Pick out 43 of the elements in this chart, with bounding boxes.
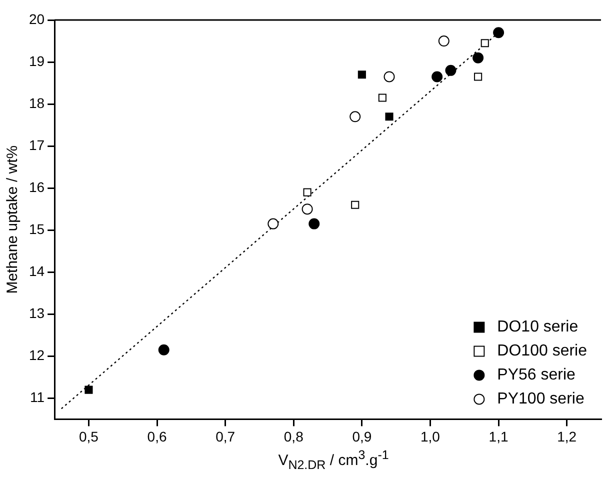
- point: [308, 218, 320, 230]
- point: [351, 200, 360, 209]
- point: [302, 204, 313, 215]
- point: [438, 36, 450, 47]
- x-tick-label: 1,2: [557, 428, 577, 444]
- point: [480, 39, 489, 48]
- y-tick-label: 20: [28, 10, 45, 27]
- x-tick-label: 0,8: [284, 428, 304, 444]
- point: [432, 71, 443, 82]
- y-tick-label: 17: [28, 136, 45, 153]
- point: [378, 94, 386, 102]
- point: [358, 70, 366, 79]
- point: [385, 112, 394, 121]
- point: [472, 52, 484, 64]
- x-tick-label: 1,0: [420, 428, 440, 444]
- y-tick-label: 19: [28, 52, 45, 69]
- x-tick-label: 0,7: [216, 428, 236, 444]
- point: [350, 111, 361, 122]
- point: [84, 386, 93, 394]
- x-tick-label: 0,6: [147, 428, 167, 444]
- point: [303, 188, 312, 196]
- y-tick-label: 14: [28, 262, 45, 279]
- y-tick-label: 18: [28, 94, 45, 111]
- legend-label: DO100 serie: [497, 342, 588, 360]
- point: [493, 27, 504, 38]
- y-tick-label: 13: [28, 305, 45, 322]
- y-axis-title: Methane uptake / wt%: [4, 145, 22, 294]
- point: [268, 218, 279, 230]
- x-axis-title: V$_{N2.DR}$ / cm$^{3}$.g$^{-1}$: [277, 448, 390, 472]
- y-tick-label: 12: [28, 347, 45, 364]
- point: [384, 71, 395, 82]
- y-tick-label: 15: [28, 220, 45, 237]
- point: [474, 72, 482, 81]
- y-tick-label: 16: [28, 178, 45, 195]
- point: [158, 344, 170, 356]
- x-tick-label: 1,1: [488, 428, 508, 444]
- y-tick-label: 11: [30, 389, 45, 406]
- legend-label: PY56 serie: [497, 366, 576, 384]
- point: [445, 64, 456, 76]
- legend-label: DO10 serie: [497, 318, 578, 336]
- x-tick-label: 0,9: [352, 428, 372, 444]
- x-tick-label: 0,5: [78, 428, 99, 444]
- legend-label: PY100 serie: [497, 390, 584, 408]
